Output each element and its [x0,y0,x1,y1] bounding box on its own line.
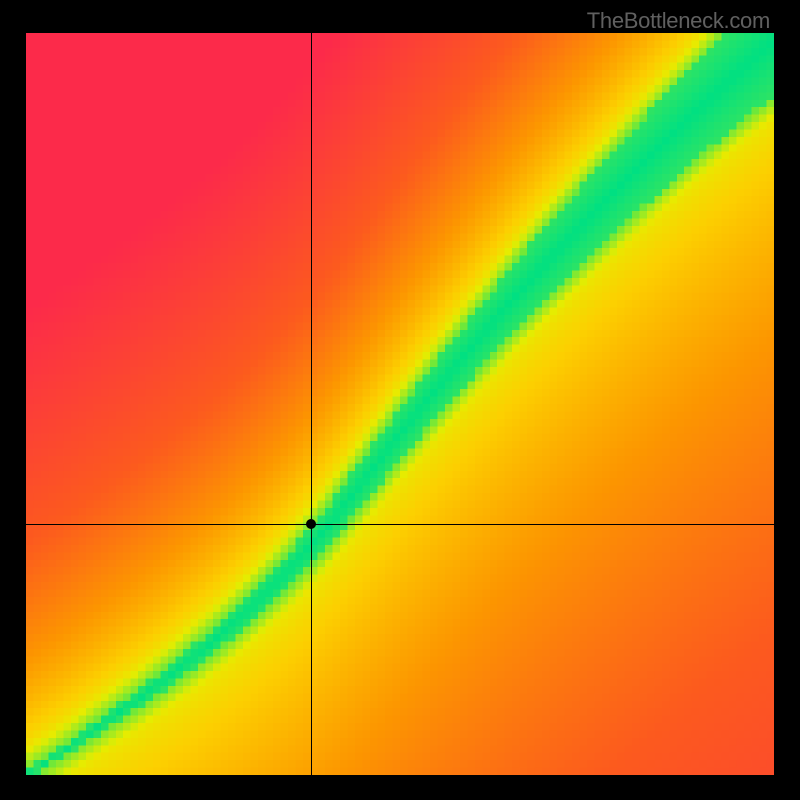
watermark-text: TheBottleneck.com [587,8,770,34]
heatmap-canvas [26,33,774,775]
heatmap-plot-area [26,33,774,775]
